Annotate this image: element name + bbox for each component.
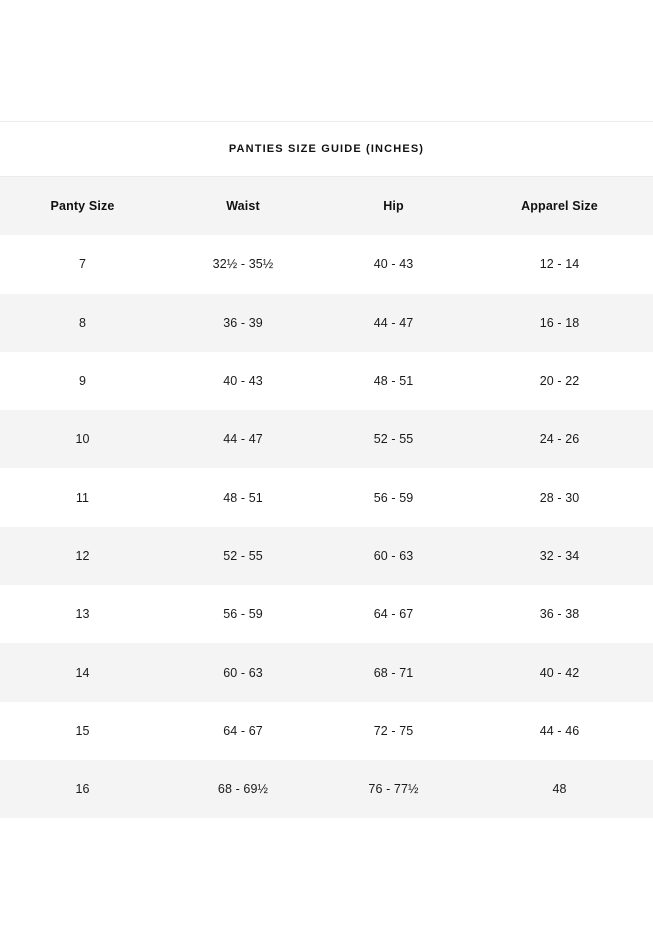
- cell-panty-size: 16: [75, 782, 90, 797]
- cell-panty-size: 13: [75, 607, 90, 622]
- cell-panty-size: 15: [75, 723, 90, 738]
- cell-apparel-size: 28 - 30: [539, 490, 580, 505]
- cell-waist: 52 - 55: [223, 548, 263, 563]
- cell-hip: 68 - 71: [373, 665, 414, 680]
- cell-hip: 76 - 77½: [368, 782, 419, 797]
- cell-waist: 40 - 43: [223, 374, 263, 389]
- cell-hip: 72 - 75: [373, 723, 414, 738]
- table-body: 7 32½ - 35½ 40 - 43 12 - 14 8 36 - 39 44…: [0, 235, 653, 819]
- column-header-hip: Hip: [383, 199, 404, 214]
- cell-waist: 68 - 69½: [217, 782, 269, 797]
- column-header-waist: Waist: [226, 199, 260, 214]
- column-header-panty-size: Panty Size: [50, 199, 115, 214]
- table-row: 8 36 - 39 44 - 47 16 - 18: [0, 293, 653, 352]
- cell-hip: 40 - 43: [373, 257, 414, 272]
- size-guide-title-row: PANTIES SIZE GUIDE (INCHES): [0, 122, 653, 177]
- cell-hip: 52 - 55: [373, 432, 414, 447]
- table-row: 12 52 - 55 60 - 63 32 - 34: [0, 526, 653, 586]
- cell-apparel-size: 40 - 42: [539, 665, 580, 680]
- cell-apparel-size: 36 - 38: [539, 607, 580, 622]
- cell-panty-size: 10: [75, 432, 90, 447]
- size-guide-table-block: PANTIES SIZE GUIDE (INCHES) Panty Size W…: [0, 121, 653, 819]
- cell-apparel-size: 12 - 14: [539, 257, 580, 272]
- cell-hip: 60 - 63: [373, 548, 414, 563]
- cell-apparel-size: 20 - 22: [539, 374, 580, 389]
- cell-waist: 36 - 39: [223, 315, 263, 330]
- table-row: 13 56 - 59 64 - 67 36 - 38: [0, 585, 653, 644]
- cell-waist: 60 - 63: [223, 665, 263, 680]
- cell-waist: 48 - 51: [223, 490, 263, 505]
- cell-apparel-size: 44 - 46: [539, 723, 580, 738]
- cell-hip: 56 - 59: [373, 490, 414, 505]
- cell-waist: 56 - 59: [223, 607, 263, 622]
- cell-waist: 32½ - 35½: [212, 257, 274, 272]
- cell-panty-size: 9: [78, 374, 87, 389]
- cell-panty-size: 7: [78, 257, 87, 272]
- cell-apparel-size: 24 - 26: [539, 432, 580, 447]
- table-row: 14 60 - 63 68 - 71 40 - 42: [0, 643, 653, 702]
- cell-apparel-size: 48: [552, 782, 567, 797]
- cell-hip: 64 - 67: [373, 607, 414, 622]
- table-row: 10 44 - 47 52 - 55 24 - 26: [0, 410, 653, 469]
- table-row: 7 32½ - 35½ 40 - 43 12 - 14: [0, 235, 653, 294]
- table-row: 11 48 - 51 56 - 59 28 - 30: [0, 468, 653, 527]
- column-header-apparel-size: Apparel Size: [521, 199, 598, 214]
- cell-panty-size: 11: [75, 490, 90, 505]
- size-guide-table: Panty Size Waist Hip Apparel Size 7 32½ …: [0, 177, 653, 819]
- size-guide-title: PANTIES SIZE GUIDE (INCHES): [228, 143, 425, 155]
- table-row: 16 68 - 69½ 76 - 77½ 48: [0, 759, 653, 819]
- table-header: Panty Size Waist Hip Apparel Size: [0, 177, 653, 236]
- table-header-row: Panty Size Waist Hip Apparel Size: [0, 177, 653, 236]
- cell-apparel-size: 32 - 34: [539, 548, 580, 563]
- cell-waist: 64 - 67: [223, 723, 263, 738]
- cell-apparel-size: 16 - 18: [539, 315, 580, 330]
- cell-panty-size: 12: [75, 548, 90, 563]
- cell-waist: 44 - 47: [223, 432, 263, 447]
- table-row: 15 64 - 67 72 - 75 44 - 46: [0, 701, 653, 760]
- cell-hip: 44 - 47: [373, 315, 414, 330]
- table-row: 9 40 - 43 48 - 51 20 - 22: [0, 351, 653, 411]
- cell-panty-size: 14: [75, 665, 90, 680]
- cell-panty-size: 8: [78, 315, 87, 330]
- cell-hip: 48 - 51: [373, 374, 414, 389]
